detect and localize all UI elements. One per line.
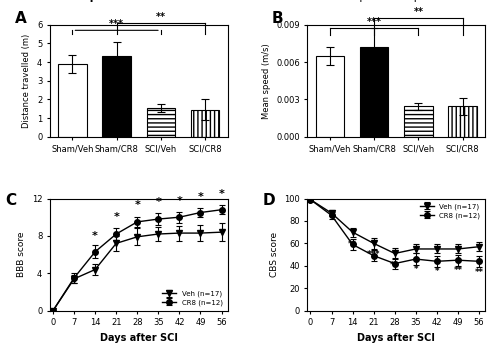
Text: *: * — [156, 197, 162, 207]
Legend: Veh (n=17), CR8 (n=12): Veh (n=17), CR8 (n=12) — [161, 289, 224, 307]
Text: C: C — [6, 193, 16, 208]
Text: *: * — [176, 196, 182, 206]
Y-axis label: CBS score: CBS score — [270, 232, 278, 277]
Text: ***: *** — [109, 19, 124, 29]
Text: *: * — [414, 265, 418, 274]
Text: **: ** — [348, 240, 357, 249]
Text: ***: *** — [366, 17, 382, 27]
Bar — [102, 55, 131, 137]
Bar — [448, 106, 477, 137]
Text: *: * — [434, 267, 439, 276]
X-axis label: Days after SCI: Days after SCI — [358, 333, 435, 343]
Text: **: ** — [390, 261, 399, 270]
Bar — [360, 47, 388, 137]
Y-axis label: Mean speed (m/s): Mean speed (m/s) — [262, 43, 270, 119]
Title: open field speed: open field speed — [353, 0, 440, 2]
Bar — [58, 64, 87, 137]
Text: **: ** — [414, 7, 424, 17]
Text: *: * — [92, 231, 98, 240]
Text: **: ** — [454, 266, 462, 275]
Text: D: D — [263, 193, 276, 208]
Text: A: A — [14, 11, 26, 26]
Text: B: B — [272, 11, 283, 26]
Text: **: ** — [156, 12, 166, 22]
Text: *: * — [134, 200, 140, 210]
X-axis label: Days after SCI: Days after SCI — [100, 333, 178, 343]
Bar — [190, 110, 220, 137]
Y-axis label: Distance travelled (m): Distance travelled (m) — [22, 34, 32, 128]
Title: Open field distance: Open field distance — [82, 0, 196, 2]
Text: *: * — [198, 192, 203, 202]
Text: *: * — [218, 190, 224, 199]
Y-axis label: BBB score: BBB score — [18, 232, 26, 277]
Bar — [146, 108, 176, 137]
Text: **: ** — [474, 268, 484, 277]
Text: ***: *** — [367, 250, 380, 259]
Text: *: * — [114, 212, 119, 222]
Legend: Veh (n=17), CR8 (n=12): Veh (n=17), CR8 (n=12) — [418, 202, 482, 220]
Bar — [316, 56, 344, 137]
Bar — [404, 106, 432, 137]
